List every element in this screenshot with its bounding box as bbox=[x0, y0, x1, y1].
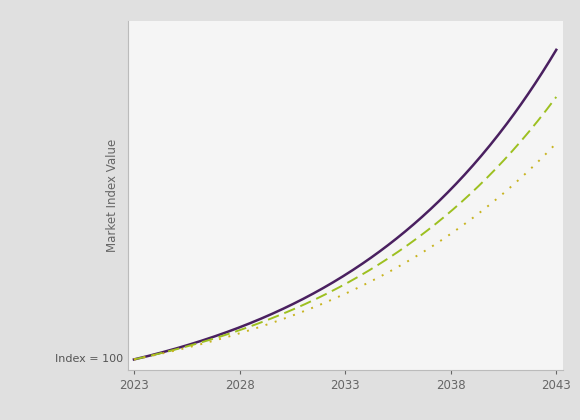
Y-axis label: Market Index Value: Market Index Value bbox=[106, 139, 119, 252]
Text: Index = 100: Index = 100 bbox=[55, 354, 124, 365]
